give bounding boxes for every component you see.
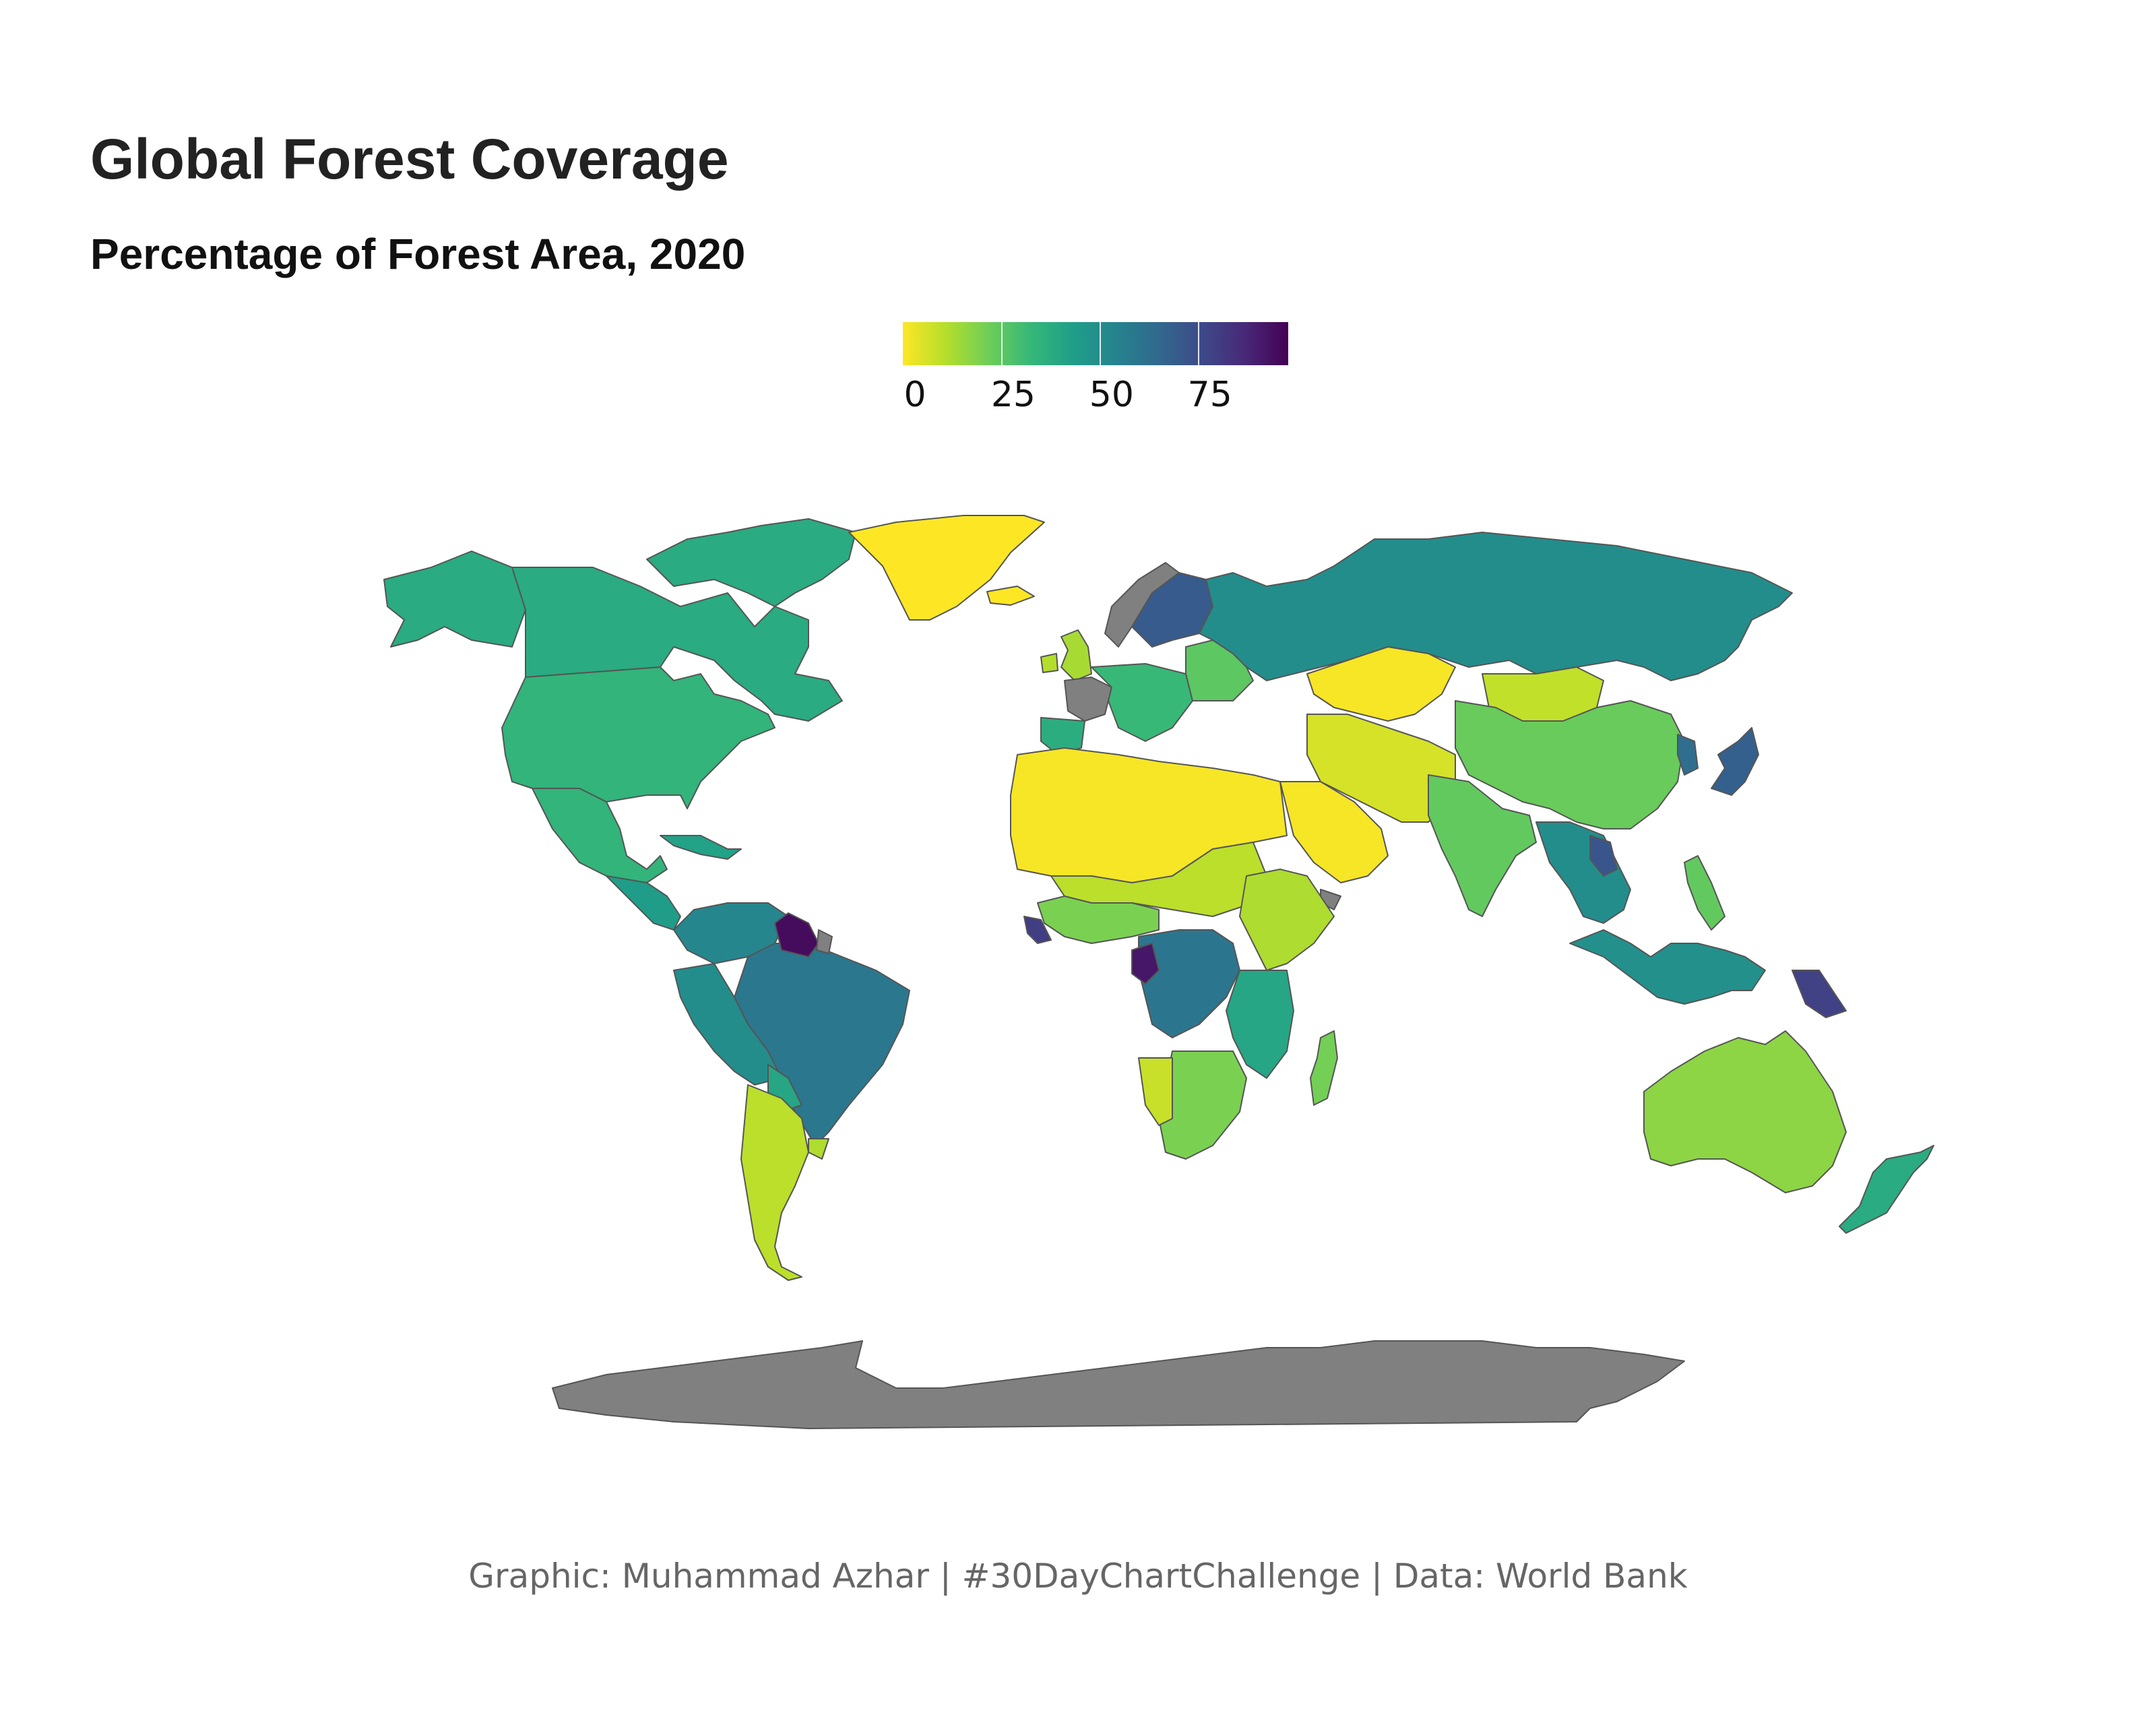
region-gabon: Gabon xyxy=(1131,943,1160,984)
region-arabian-peninsula: Arabian Peninsula xyxy=(1279,781,1389,883)
region-central-africa: Central Africa xyxy=(1138,929,1240,1038)
region-france: France xyxy=(1064,677,1112,722)
region-japan: Japan xyxy=(1711,727,1759,796)
region-east-africa: East Africa xyxy=(1226,970,1294,1079)
region-canada: Canada xyxy=(511,567,843,722)
region-chile-argentina: Chile / Argentina xyxy=(740,1084,809,1281)
region-united-states: United States xyxy=(501,666,775,809)
legend-label-25: 25 xyxy=(990,375,1036,415)
region-australia: Australia xyxy=(1643,1030,1847,1193)
region-indonesia: Indonesia xyxy=(1569,929,1766,1005)
color-legend: 0 25 50 75 xyxy=(903,322,1294,416)
region-uruguay: Uruguay xyxy=(808,1138,829,1160)
region-philippines: Philippines xyxy=(1684,855,1725,931)
region-namibia: Namibia xyxy=(1138,1057,1173,1126)
page-subtitle: Percentage of Forest Area, 2020 xyxy=(90,230,746,278)
page-title: Global Forest Coverage xyxy=(90,127,729,191)
region-greenland: Greenland xyxy=(848,515,1045,621)
region-horn-of-africa: Horn of Africa xyxy=(1239,869,1335,971)
legend-tick xyxy=(1197,322,1199,365)
region-alaska-canada-north: Alaska / Canada north xyxy=(383,551,526,648)
region-central-america: Central America xyxy=(606,875,681,931)
region-laos: Laos xyxy=(1589,835,1618,877)
legend-label-50: 50 xyxy=(1089,375,1134,415)
source-caption: Graphic: Muhammad Azhar | #30DayChartCha… xyxy=(468,1557,1688,1596)
region-kazakhstan: Kazakhstan xyxy=(1306,646,1456,722)
region-guyana-suriname: Guyana / Suriname xyxy=(774,912,819,958)
region-india: India xyxy=(1428,774,1537,917)
region-southeast-asia: Southeast Asia xyxy=(1535,821,1631,924)
region-mexico: Mexico xyxy=(532,788,668,883)
region-ireland: Ireland xyxy=(1040,653,1058,673)
region-russia: Russia xyxy=(1199,532,1793,681)
legend-tick xyxy=(1099,322,1101,365)
region-china: China xyxy=(1455,700,1685,829)
region-liberia-sierra-leone: Liberia / Sierra Leone xyxy=(1023,916,1052,944)
legend-label-0: 0 xyxy=(903,375,926,415)
region-united-kingdom: United Kingdom xyxy=(1060,629,1092,681)
region-antarctica: Antarctica xyxy=(552,1340,1685,1429)
region-french-guiana: French Guiana xyxy=(816,929,833,954)
legend-label-75: 75 xyxy=(1187,375,1232,415)
region-caribbean: Caribbean xyxy=(660,835,742,860)
region-papua-new-guinea: Papua New Guinea xyxy=(1792,970,1847,1018)
legend-colorbar xyxy=(903,322,1288,365)
region-canadian-arctic-islands: Canadian Arctic Islands xyxy=(646,518,856,607)
region-central-europe: Central Europe xyxy=(1091,663,1193,742)
region-iceland: Iceland xyxy=(986,586,1035,606)
region-central-asia-iran: Central Asia / Iran xyxy=(1306,714,1456,823)
region-new-zealand: New Zealand xyxy=(1839,1145,1934,1234)
region-west-africa: West Africa xyxy=(1037,896,1160,944)
region-madagascar: Madagascar xyxy=(1310,1030,1338,1106)
region-korea: Korea xyxy=(1677,734,1699,776)
legend-tick xyxy=(1001,322,1003,365)
